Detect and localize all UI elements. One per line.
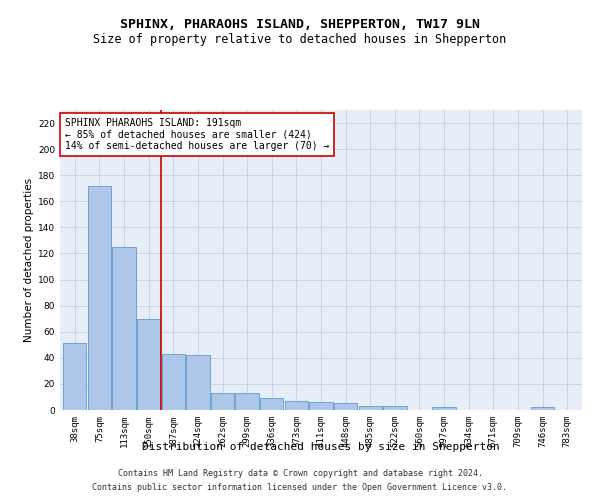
Bar: [260, 398, 283, 410]
Text: Contains public sector information licensed under the Open Government Licence v3: Contains public sector information licen…: [92, 484, 508, 492]
Bar: [211, 393, 234, 410]
Text: Contains HM Land Registry data © Crown copyright and database right 2024.: Contains HM Land Registry data © Crown c…: [118, 468, 482, 477]
Bar: [284, 401, 308, 410]
Bar: [433, 408, 456, 410]
Text: SPHINX PHARAOHS ISLAND: 191sqm
← 85% of detached houses are smaller (424)
14% of: SPHINX PHARAOHS ISLAND: 191sqm ← 85% of …: [65, 118, 329, 150]
Bar: [334, 404, 358, 410]
Bar: [310, 402, 332, 410]
Y-axis label: Number of detached properties: Number of detached properties: [24, 178, 34, 342]
Bar: [137, 318, 160, 410]
Bar: [383, 406, 407, 410]
Text: Distribution of detached houses by size in Shepperton: Distribution of detached houses by size …: [142, 442, 500, 452]
Bar: [235, 393, 259, 410]
Bar: [63, 344, 86, 410]
Bar: [359, 406, 382, 410]
Bar: [186, 355, 209, 410]
Text: SPHINX, PHARAOHS ISLAND, SHEPPERTON, TW17 9LN: SPHINX, PHARAOHS ISLAND, SHEPPERTON, TW1…: [120, 18, 480, 30]
Bar: [531, 408, 554, 410]
Text: Size of property relative to detached houses in Shepperton: Size of property relative to detached ho…: [94, 32, 506, 46]
Bar: [112, 247, 136, 410]
Bar: [161, 354, 185, 410]
Bar: [88, 186, 111, 410]
